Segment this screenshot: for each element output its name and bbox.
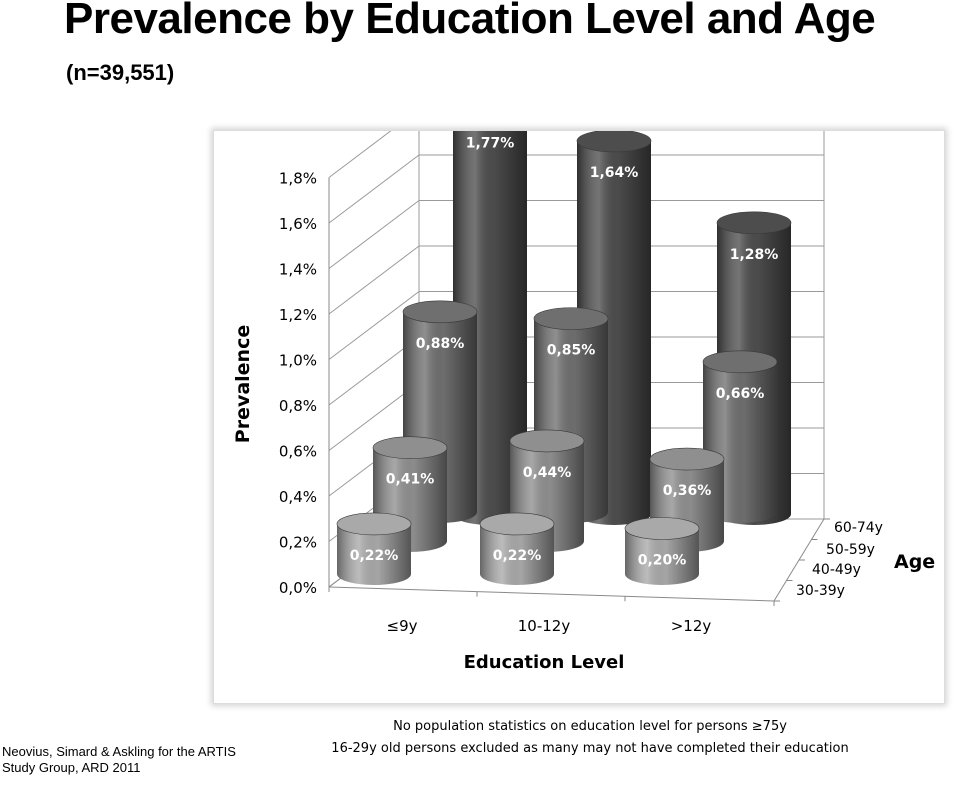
- gridline-side: [328, 154, 420, 224]
- chart-svg: 1,77% 1,64% 1,28% 0,88% 0,85% 0,66% 0,41% 0,44%…: [232, 131, 935, 674]
- bar: 0,20%: [624, 517, 700, 585]
- bar-top: [624, 517, 700, 540]
- page-subtitle: (n=39,551): [66, 60, 175, 85]
- y-tick-label: 1,8%: [279, 170, 317, 188]
- data-label: 0,22%: [350, 548, 399, 564]
- gridline-side: [328, 245, 420, 315]
- bar-top: [479, 512, 555, 536]
- bar-shading: [337, 523, 411, 585]
- y-tick-label: 0,4%: [279, 488, 317, 506]
- data-label: 1,64%: [590, 165, 639, 181]
- gridline-side: [328, 291, 420, 360]
- bar-top: [649, 447, 725, 471]
- bar-shading: [480, 523, 554, 585]
- gridline-side: [328, 131, 392, 178]
- z-axis-title: Age: [894, 551, 935, 573]
- x-tick-label: ≤9y: [387, 617, 418, 635]
- footnote-1: No population statistics on education le…: [393, 719, 787, 734]
- bars: 1,77% 1,64% 1,28% 0,88% 0,85% 0,66% 0,41% 0,44%…: [336, 131, 792, 585]
- gridline-side: [328, 200, 420, 269]
- y-tick-label: 1,2%: [279, 306, 317, 324]
- data-label: 1,77%: [466, 135, 515, 151]
- citation: Neovius, Simard & Askling for the ARTIS …: [2, 744, 236, 775]
- series-label: 50-59y: [826, 542, 875, 558]
- data-label: 0,44%: [523, 465, 572, 481]
- bar: 0,22%: [479, 512, 555, 585]
- data-label: 0,41%: [386, 472, 435, 488]
- bar-top: [716, 211, 792, 235]
- data-label: 0,20%: [638, 553, 687, 569]
- y-tick-label: 1,0%: [279, 352, 317, 370]
- data-label: 0,85%: [547, 343, 596, 359]
- x-axis-title: Education Level: [464, 652, 625, 673]
- data-label: 0,88%: [416, 336, 465, 352]
- y-tick-label: 1,6%: [279, 215, 317, 233]
- bar-top: [336, 512, 412, 536]
- y-axis-title: Prevalence: [232, 325, 254, 443]
- bar-top: [372, 436, 448, 460]
- bar-top: [576, 131, 652, 153]
- y-tick-label: 0,2%: [279, 534, 317, 552]
- data-label: 0,66%: [716, 386, 765, 402]
- chart-panel: 1,77% 1,64% 1,28% 0,88% 0,85% 0,66% 0,41% 0,44%…: [213, 130, 945, 704]
- bar-shading: [625, 528, 699, 585]
- series-label: 30-39y: [796, 583, 845, 599]
- y-tick-label: 0,8%: [279, 397, 317, 415]
- data-label: 0,36%: [663, 483, 712, 499]
- x-axis: [328, 586, 775, 602]
- bar-top: [702, 350, 778, 374]
- axis-labels: 0,0% 0,2% 0,4% 0,6% 0,8% 1,0% 1,2% 1,4% 1,6% 1,8%…: [232, 170, 935, 674]
- data-label: 1,28%: [730, 247, 779, 263]
- series-label: 40-49y: [812, 562, 861, 578]
- bar: 0,22%: [336, 512, 412, 585]
- footnote-2: 16-29y old persons excluded as many may …: [331, 741, 849, 756]
- data-label: 0,22%: [493, 548, 542, 564]
- page-title: Prevalence by Education Level and Age: [64, 0, 876, 43]
- series-label: 60-74y: [834, 520, 883, 536]
- y-tick-label: 0,6%: [279, 443, 317, 461]
- y-tick-label: 1,4%: [279, 261, 317, 279]
- bar-top: [509, 429, 585, 453]
- x-tick-label: >12y: [671, 617, 712, 635]
- bar-top: [402, 300, 478, 324]
- y-tick-label: 0,0%: [279, 579, 317, 597]
- x-tick-label: 10-12y: [518, 617, 571, 635]
- bar-top: [533, 307, 609, 330]
